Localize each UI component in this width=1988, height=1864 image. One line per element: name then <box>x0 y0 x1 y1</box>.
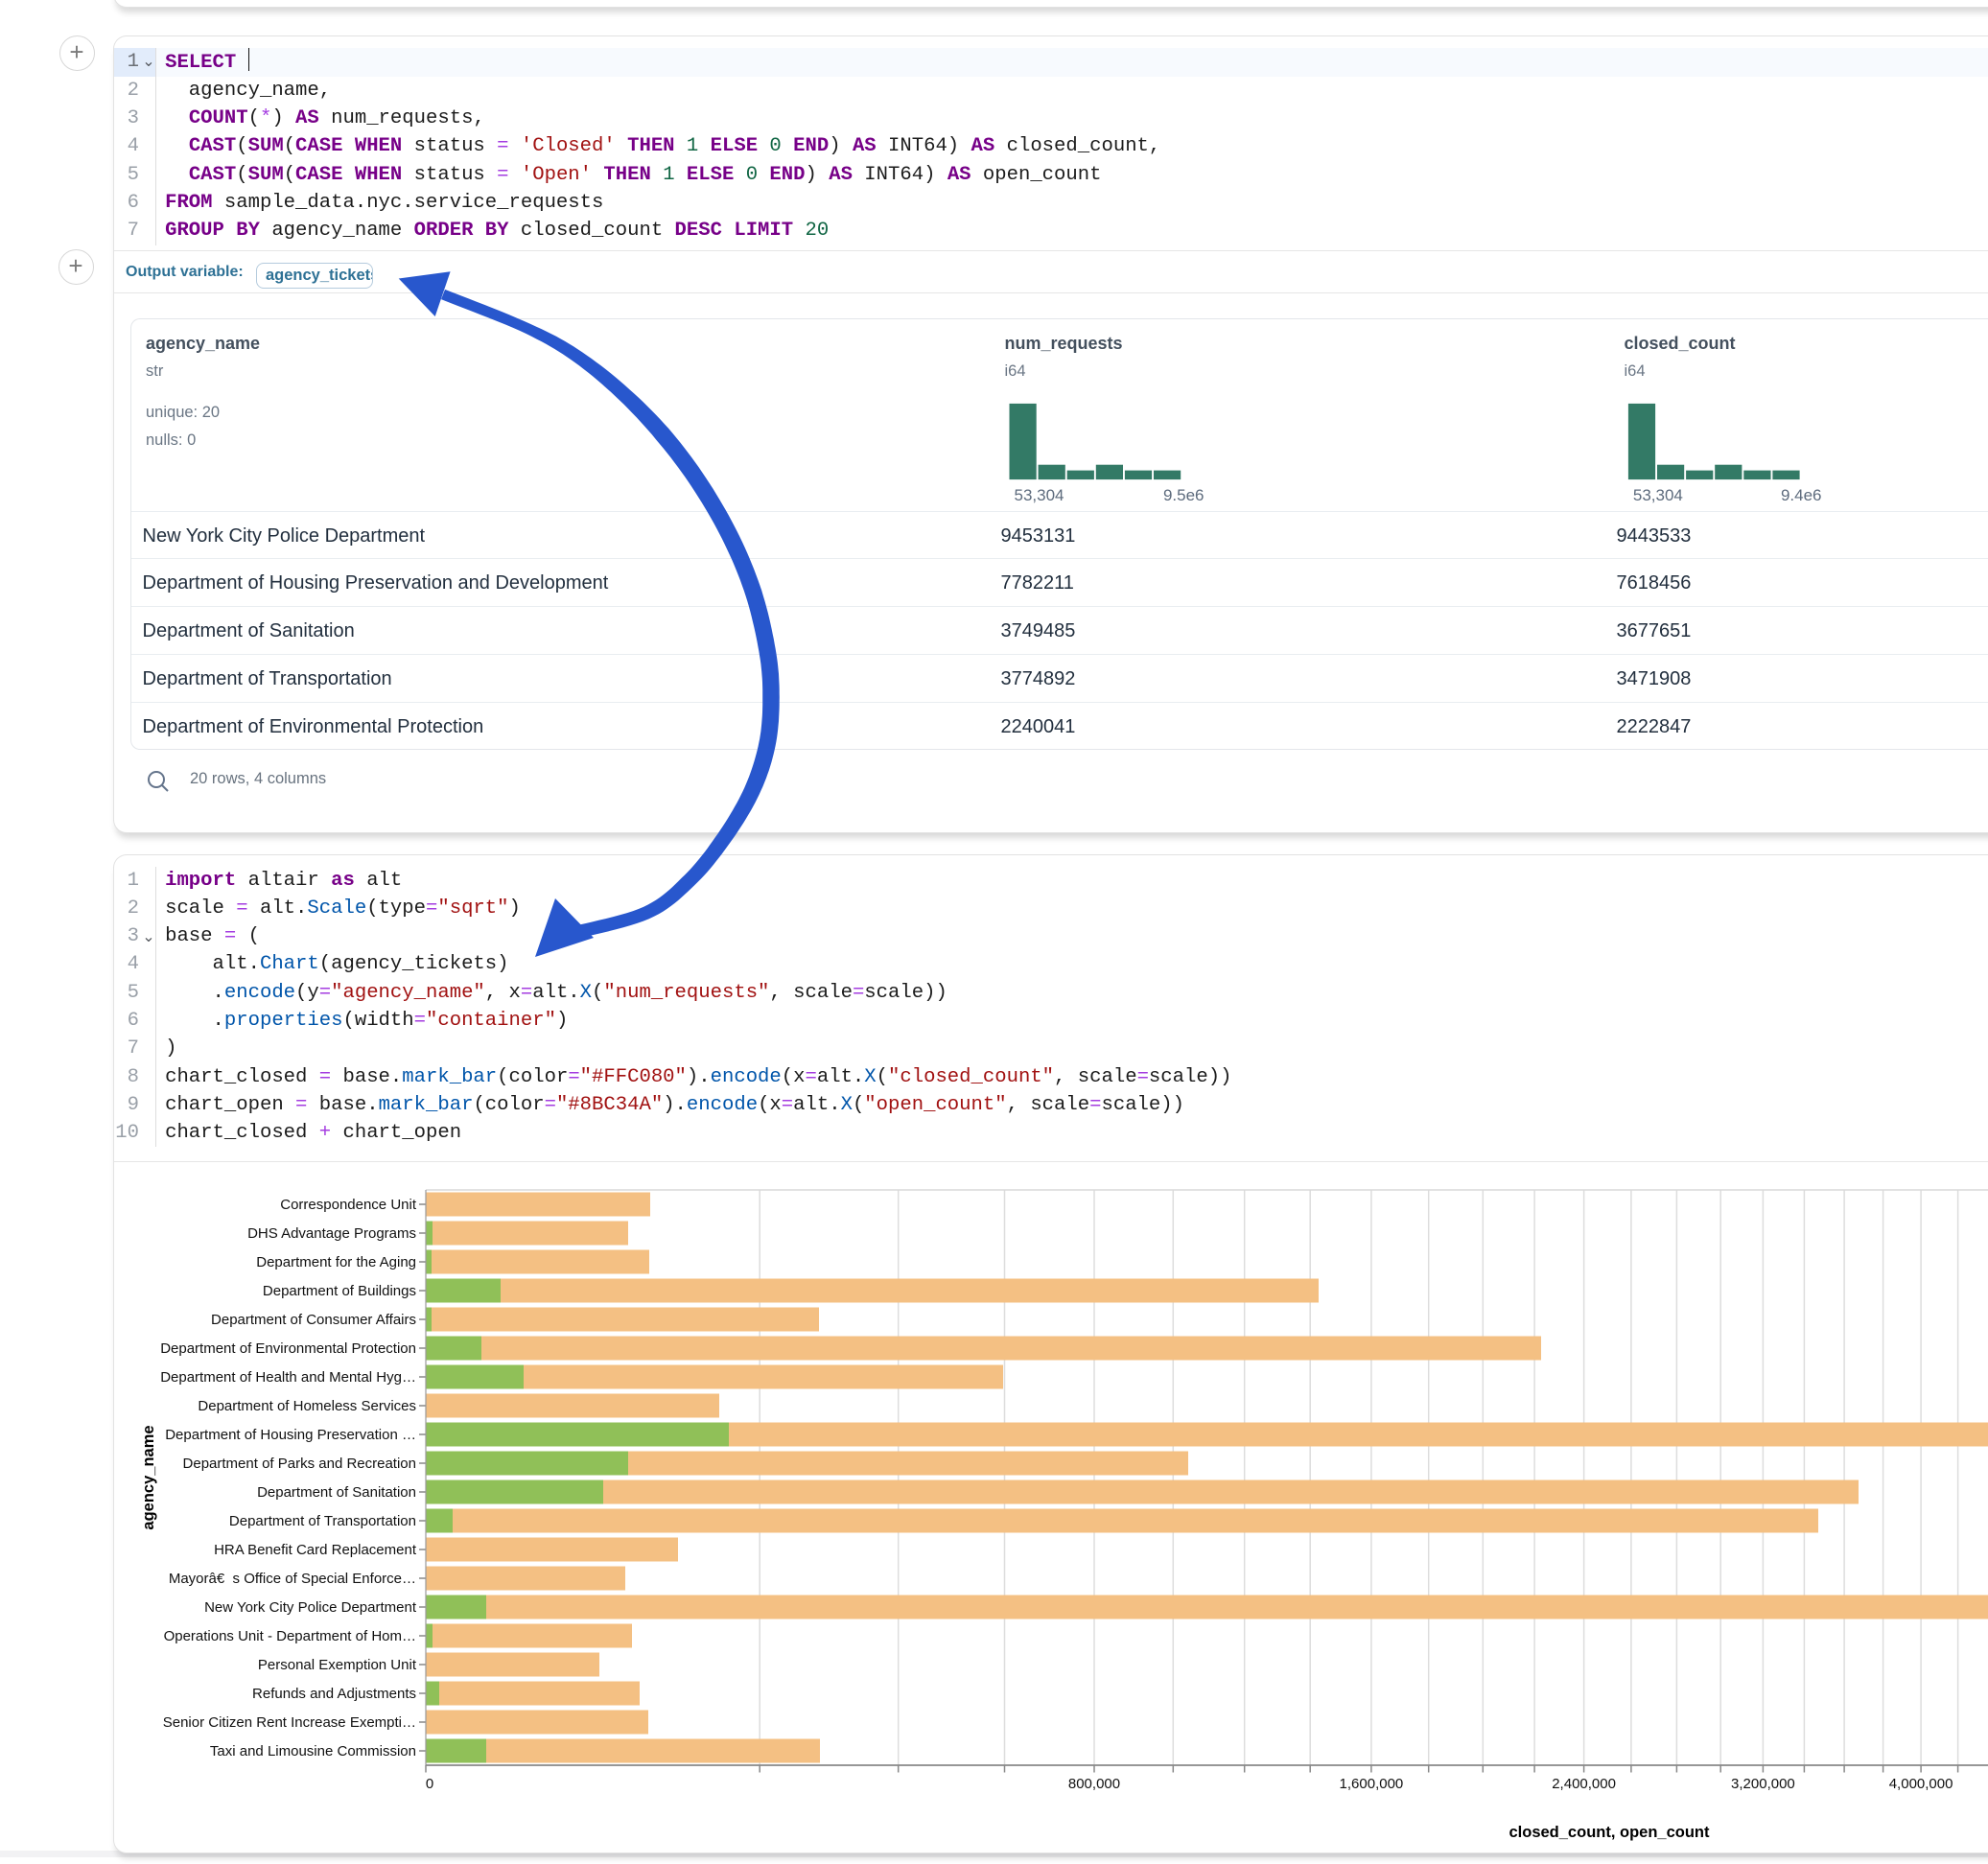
svg-text:53,304: 53,304 <box>1633 486 1683 504</box>
svg-text:9.4e6: 9.4e6 <box>1781 486 1822 504</box>
svg-text:9.5e6: 9.5e6 <box>1163 486 1204 504</box>
svg-text:53,304: 53,304 <box>1015 486 1064 504</box>
